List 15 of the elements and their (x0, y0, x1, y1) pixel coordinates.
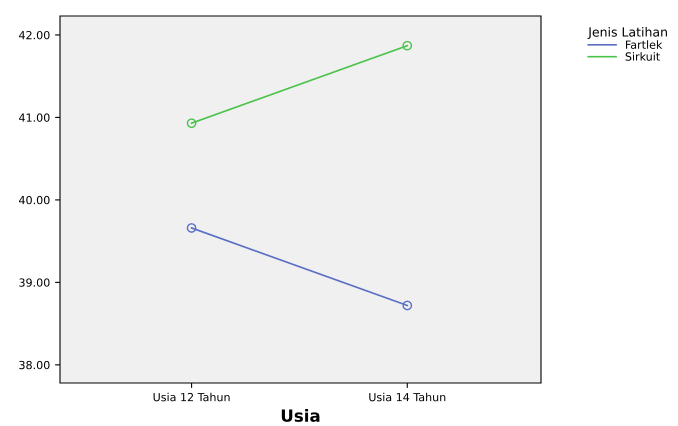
y-tick-label: 38.00 (19, 360, 50, 370)
point (402, 40, 412, 51)
y-tick-label: 40.00 (19, 196, 50, 204)
point (402, 300, 412, 310)
x-tick-label: Usia 12 Tahun (154, 392, 230, 402)
point (186, 223, 196, 233)
legend-title: Jenis Latihan (588, 27, 667, 40)
y-tick-label: 42.00 (19, 30, 50, 40)
legend-label: Sirkuit (626, 52, 660, 61)
x-axis-title: Usia (282, 409, 320, 422)
legend-label: Fartlek (626, 40, 662, 49)
y-tick-label: 41.00 (19, 113, 50, 122)
y-tick-label: 39.00 (19, 278, 50, 287)
point (186, 118, 196, 128)
x-tick-label: Usia 14 Tahun (369, 392, 446, 402)
